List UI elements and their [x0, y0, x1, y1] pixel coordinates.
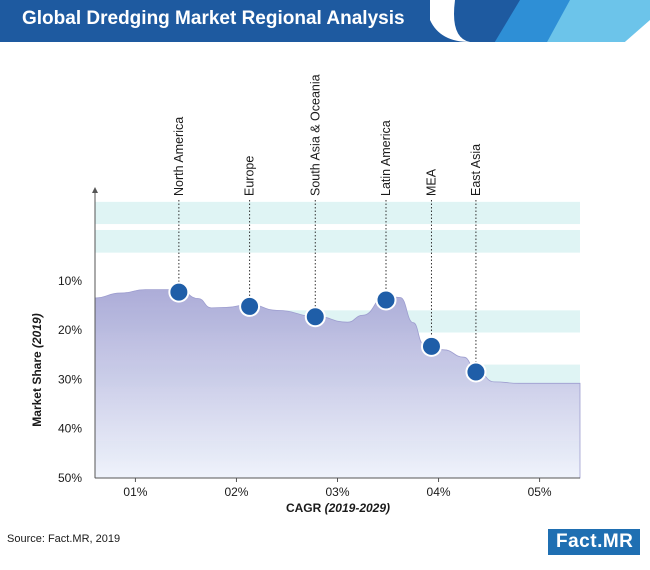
data-point-marker [239, 295, 261, 317]
x-tick-label: 02% [224, 485, 248, 499]
x-axis-title-sub: (2019-2029) [325, 501, 390, 515]
region-label: South Asia & Oceania [308, 74, 322, 196]
x-axis-title-main: CAGR [286, 501, 322, 515]
leader-lines [178, 200, 477, 372]
band-1 [95, 229, 580, 253]
y-tick-label: 40% [58, 422, 82, 436]
y-axis-arrow-icon [92, 187, 98, 193]
region-label: North America [172, 117, 186, 196]
x-axis-title: CAGR (2019-2029) [286, 501, 390, 515]
header-banner [0, 0, 650, 42]
y-axis-title-main: Market Share [30, 351, 44, 427]
page-title: Global Dredging Market Regional Analysis [22, 8, 405, 29]
data-points [168, 281, 487, 383]
y-tick-label: 20% [58, 323, 82, 337]
y-tick-label: 10% [58, 274, 82, 288]
factmr-logo: Fact.MR [548, 529, 640, 555]
data-point-marker [375, 289, 397, 311]
x-tick-label: 01% [123, 485, 147, 499]
source-note: Source: Fact.MR, 2019 [7, 533, 121, 545]
y-axis-title: Market Share (2019) [30, 313, 44, 426]
data-point-marker [168, 281, 190, 303]
x-tick-label: 05% [528, 485, 552, 499]
header-accent-light [547, 0, 650, 42]
region-label: East Asia [469, 144, 483, 196]
tick-labels: 01% 02% 03% 04% 05% 10% 20% 30% 40% 50% [58, 274, 552, 499]
region-labels: North America Europe South Asia & Oceania L… [172, 74, 483, 196]
region-label: MEA [424, 168, 438, 196]
x-tick-label: 03% [325, 485, 349, 499]
x-tick-label: 04% [427, 485, 451, 499]
band-0 [95, 201, 580, 225]
y-axis-title-sub: (2019) [30, 313, 44, 348]
region-label: Europe [243, 156, 257, 196]
data-point-marker [420, 335, 442, 357]
region-label: Latin America [379, 120, 393, 196]
y-tick-label: 50% [58, 471, 82, 485]
y-tick-label: 30% [58, 372, 82, 386]
data-point-marker [465, 361, 487, 383]
data-point-marker [304, 306, 326, 328]
